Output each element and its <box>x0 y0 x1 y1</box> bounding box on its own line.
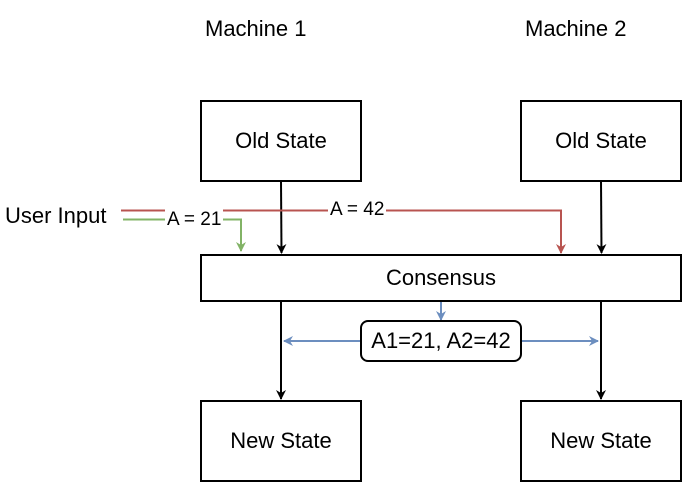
machine-2-old-state-label: Old State <box>555 128 647 153</box>
machine-1-new-state-label: New State <box>230 428 332 453</box>
edge-label-input-m1: A = 21 <box>165 209 224 231</box>
consensus-result-box: A1=21, A2=42 <box>360 320 522 362</box>
consensus-result-label: A1=21, A2=42 <box>371 328 511 353</box>
machine-1-title: Machine 1 <box>205 16 307 41</box>
arrow-m1-old-to-consensus <box>276 180 287 254</box>
machine-2-title: Machine 2 <box>525 16 627 41</box>
consensus-box: Consensus <box>200 254 682 302</box>
machine-2-old-state: Old State <box>520 100 682 182</box>
edge-label-input-m2: A = 42 <box>328 199 387 221</box>
user-input-label: User Input <box>5 203 107 228</box>
machine-1-old-state-label: Old State <box>235 128 327 153</box>
consensus-label: Consensus <box>385 265 497 290</box>
arrow-input-to-m2 <box>121 209 566 254</box>
machine-1-old-state: Old State <box>200 100 362 182</box>
arrow-input-to-m1 <box>123 218 246 252</box>
machine-2-new-state-label: New State <box>550 428 652 453</box>
machine-2-new-state: New State <box>520 400 682 482</box>
arrow-m2-old-to-consensus <box>596 180 607 254</box>
machine-1-new-state: New State <box>200 400 362 482</box>
